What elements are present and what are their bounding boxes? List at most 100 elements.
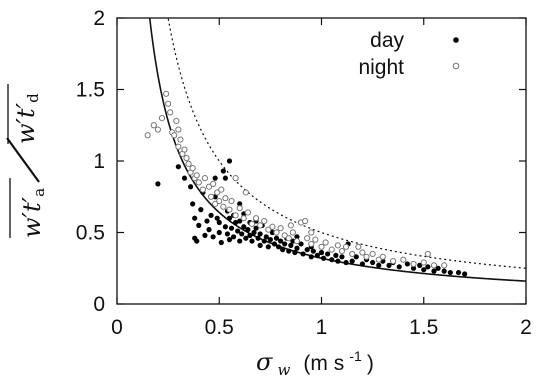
data-point-night [222,195,229,202]
data-point-day [267,237,273,243]
data-point-night [248,220,256,228]
data-point-night [328,246,335,253]
data-point-night [308,229,315,236]
data-point-day [462,271,468,277]
data-point-night [355,243,362,250]
data-point-night [240,215,247,222]
data-point-day [359,261,365,267]
data-point-day [235,228,241,234]
data-point-night [232,212,239,219]
data-point-night [199,186,206,193]
data-point-night [183,155,190,162]
data-point-day [294,234,300,240]
data-point-night [167,109,174,116]
data-point-night [273,229,280,236]
data-point-night [430,262,438,269]
data-point-day [325,251,331,257]
x-tick-label: 0.5 [205,316,234,339]
x-tick-label: 1.5 [409,316,438,339]
data-point-night [171,132,178,139]
data-point-day [320,255,327,261]
data-point-day [216,219,222,226]
data-point-day [280,247,286,253]
data-point-day [224,231,231,237]
data-point-day [263,234,269,240]
data-point-day [275,244,282,250]
data-point-day [353,254,359,260]
y-axis-label: w′t′a w′t′d [6,84,48,238]
data-point-day [265,244,271,250]
y-tick-label: 0.5 [76,222,105,245]
data-point-day [288,242,294,248]
y-tick-label: 1.5 [76,79,105,102]
data-point-night [214,189,221,196]
data-point-day [222,175,228,181]
data-point-day [294,245,300,251]
data-point-night [177,136,184,143]
data-point-day [370,259,376,266]
data-point-night [363,253,370,260]
data-point-day [206,227,212,233]
data-point-day [335,258,341,264]
data-point-day [421,267,427,273]
data-point-day [292,249,298,256]
data-point-day [251,229,257,236]
data-point-day [245,227,251,233]
data-point-day [228,225,235,231]
data-point-night [207,193,215,200]
data-point-night [379,253,386,260]
data-point-day [386,262,392,268]
data-point-night [220,203,227,210]
legend-label-night: night [358,56,404,79]
data-point-day [257,231,263,237]
data-point-day [255,235,261,241]
data-point-day [310,248,316,254]
data-point-day [181,175,188,181]
data-point-day [329,257,335,263]
data-point-day [218,239,224,246]
data-point-day [286,248,292,254]
data-point-night [165,100,172,107]
data-point-day [298,241,304,247]
data-point-night [289,229,296,236]
data-point-day [435,265,441,271]
data-point-day [257,242,263,248]
data-point-day [425,264,431,270]
data-point-day [339,254,345,260]
data-point-night [175,126,182,133]
data-point-day [304,247,310,253]
svg-text:w′t′d: w′t′d [12,93,42,144]
data-point-night [144,132,151,139]
data-point-day [212,175,218,181]
legend-marker-night [452,62,460,70]
legend: day night [358,29,460,79]
data-point-night [285,235,292,242]
data-point-day [188,184,194,190]
data-point-day [349,258,355,264]
data-point-night [201,175,209,182]
svg-text:w′t′a: w′t′a [18,188,48,238]
data-point-night [244,209,251,216]
data-point-night [232,175,239,182]
axis-ticks: 0 0.5 1 1.5 2 0 0.5 1 1.5 2 [76,7,532,339]
data-point-day [208,212,214,218]
data-point-day [455,269,462,276]
data-point-night [369,250,376,258]
data-point-day [247,232,253,238]
data-point-day [396,264,402,270]
data-point-day [343,259,349,266]
data-point-night [287,222,294,229]
y-tick-label: 1 [93,150,105,173]
data-point-night [293,237,301,245]
data-point-day [226,158,233,164]
data-point-day [243,235,249,241]
legend-marker-day [453,37,459,43]
data-point-night [261,217,268,225]
data-point-day [196,222,202,228]
legend-label-day: day [370,29,404,52]
data-point-day [273,235,280,241]
data-point-night [175,143,182,150]
data-point-day [202,232,208,238]
data-point-day [241,224,247,230]
